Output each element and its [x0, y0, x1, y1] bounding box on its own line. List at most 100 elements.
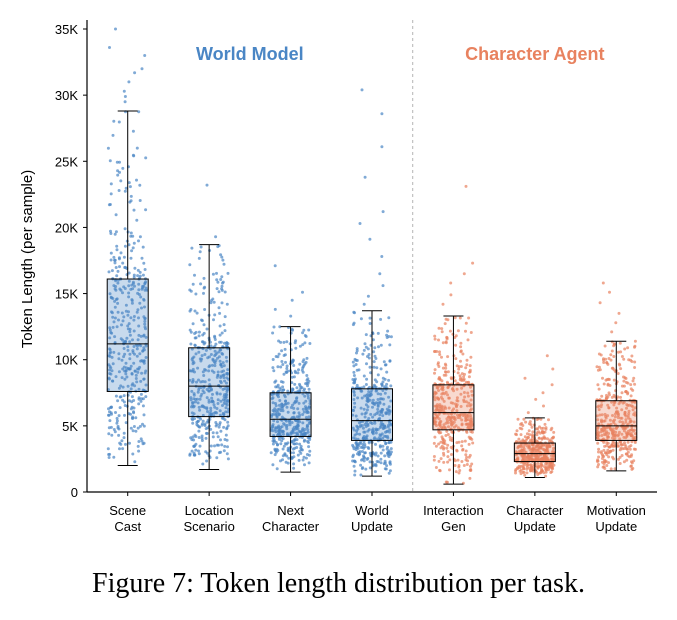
data-point — [272, 412, 275, 416]
data-point — [543, 454, 547, 458]
data-point — [211, 399, 214, 403]
data-point — [137, 316, 140, 320]
data-point — [454, 343, 458, 347]
data-point — [205, 432, 209, 435]
data-point — [364, 411, 368, 415]
data-point — [460, 422, 464, 426]
data-point — [381, 444, 385, 448]
data-point — [121, 367, 125, 371]
data-point — [456, 329, 460, 333]
data-point — [359, 389, 363, 393]
data-point — [286, 410, 290, 414]
data-point — [213, 335, 217, 339]
data-point — [595, 414, 599, 418]
data-point — [143, 316, 147, 320]
data-point — [441, 341, 445, 345]
data-point — [374, 464, 378, 468]
data-point — [116, 301, 120, 305]
data-point — [292, 364, 296, 367]
data-point — [133, 352, 136, 356]
data-point — [466, 459, 470, 463]
data-point — [374, 389, 378, 393]
data-point — [523, 450, 527, 453]
data-point — [372, 365, 376, 369]
data-point — [224, 410, 228, 414]
data-point — [596, 459, 600, 463]
data-point — [444, 366, 448, 370]
data-point — [218, 409, 222, 413]
box-0 — [106, 278, 149, 392]
data-point — [109, 406, 112, 410]
data-point — [193, 309, 197, 313]
data-point — [610, 400, 614, 404]
data-point — [135, 178, 138, 182]
data-point — [108, 419, 112, 423]
data-point — [602, 357, 605, 361]
data-point — [143, 288, 147, 292]
data-point — [138, 270, 142, 274]
data-point — [116, 310, 120, 314]
data-point — [215, 456, 219, 460]
data-point — [284, 399, 287, 403]
data-point — [446, 443, 450, 447]
data-point — [282, 388, 286, 392]
data-point — [540, 469, 543, 473]
data-point — [301, 407, 305, 411]
data-point — [551, 457, 555, 460]
data-point — [360, 412, 364, 416]
data-point — [127, 284, 131, 288]
data-point — [128, 357, 132, 361]
data-point — [525, 432, 529, 436]
data-point — [599, 450, 603, 454]
data-point — [224, 392, 228, 396]
data-point — [222, 369, 225, 373]
data-point — [300, 368, 304, 372]
data-point — [629, 464, 633, 468]
data-point — [352, 374, 356, 377]
data-point — [361, 450, 364, 453]
data-point — [385, 382, 389, 386]
data-point — [223, 329, 227, 333]
data-point — [129, 387, 133, 391]
data-point — [534, 456, 538, 460]
data-point — [291, 387, 295, 391]
data-point — [442, 446, 446, 450]
data-point — [374, 442, 377, 446]
data-point — [442, 373, 446, 377]
data-point — [271, 401, 275, 405]
data-point — [122, 347, 126, 350]
data-point — [455, 387, 459, 391]
data-point — [621, 443, 625, 447]
data-point — [210, 299, 213, 302]
data-point — [140, 306, 143, 310]
data-point — [140, 287, 144, 291]
data-point — [620, 416, 624, 420]
data-point — [123, 244, 127, 248]
data-point — [446, 318, 450, 322]
data-point — [193, 332, 197, 335]
data-point — [371, 398, 375, 402]
x-tick-label-3: Update — [351, 519, 393, 534]
data-point — [197, 350, 201, 354]
data-point — [107, 413, 110, 417]
data-point — [613, 467, 617, 471]
data-point — [196, 401, 200, 405]
data-point — [189, 396, 193, 400]
data-point — [205, 420, 209, 424]
data-point — [123, 352, 127, 356]
data-point — [446, 433, 450, 436]
data-point — [456, 371, 460, 375]
data-point — [435, 350, 439, 353]
data-point — [210, 369, 214, 373]
data-point — [469, 424, 473, 428]
data-point — [213, 444, 216, 448]
data-point — [374, 431, 378, 435]
data-point — [199, 282, 203, 286]
data-point — [223, 341, 226, 345]
data-point — [301, 421, 305, 425]
data-point — [352, 364, 356, 368]
data-point — [138, 235, 142, 239]
data-point — [444, 341, 448, 345]
data-point — [369, 412, 373, 416]
data-point — [371, 415, 375, 419]
